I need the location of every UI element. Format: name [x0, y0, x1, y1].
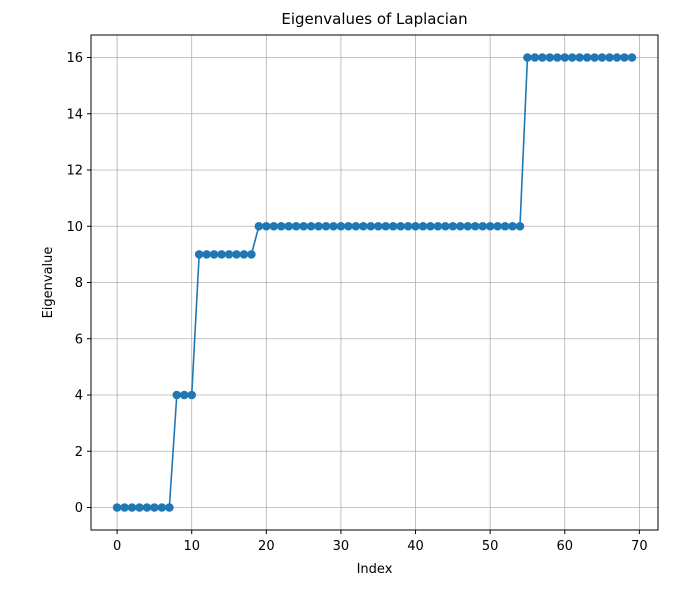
x-tick-label: 40 [407, 539, 424, 554]
data-point [523, 53, 532, 62]
data-point [620, 53, 629, 62]
data-point [120, 503, 129, 512]
data-point [194, 250, 204, 259]
x-tick-label: 20 [258, 539, 275, 554]
y-tick-label: 0 [75, 501, 83, 516]
data-point [306, 221, 316, 231]
data-point [627, 53, 637, 62]
data-point [403, 221, 413, 231]
data-point [605, 53, 614, 62]
y-tick-label: 8 [75, 276, 83, 291]
data-point [344, 221, 353, 231]
x-tick-label: 10 [183, 539, 200, 554]
ticks: 0 10 20 30 40 50 60 70 0 2 4 6 8 10 12 14 16 [66, 51, 647, 554]
data-point [560, 53, 570, 62]
data-point [485, 221, 495, 231]
data-point [254, 221, 264, 231]
data-point [612, 53, 622, 62]
data-point [418, 221, 428, 231]
data-point [314, 221, 323, 231]
data-point [135, 503, 144, 512]
x-tick-label: 50 [482, 539, 499, 554]
data-point [202, 250, 211, 259]
x-tick-label: 60 [556, 539, 573, 554]
data-point [478, 221, 487, 231]
data-point [470, 221, 480, 231]
data-point [433, 221, 443, 231]
data-point [284, 221, 294, 231]
data-point [582, 53, 592, 62]
x-tick-label: 30 [333, 539, 350, 554]
data-point [232, 250, 241, 259]
data-point [224, 250, 234, 259]
x-axis-label: Index [357, 562, 393, 577]
data-point [299, 221, 308, 231]
data-point [441, 221, 450, 231]
x-tick-label: 70 [631, 539, 648, 554]
data-point [500, 221, 510, 231]
y-axis-label: Eigenvalue [41, 247, 56, 319]
data-point [590, 53, 599, 62]
data-point [411, 221, 420, 231]
chart-title: Eigenvalues of Laplacian [281, 10, 467, 28]
y-tick-label: 14 [66, 107, 83, 122]
data-point [127, 503, 137, 512]
data-point [567, 53, 577, 62]
data-point [448, 221, 458, 231]
y-tick-label: 6 [75, 332, 83, 347]
y-tick-label: 10 [66, 220, 83, 235]
data-point [597, 53, 607, 62]
data-point [381, 221, 390, 231]
y-tick-label: 4 [75, 389, 83, 404]
data-point [239, 250, 249, 259]
data-point [530, 53, 540, 62]
y-tick-label: 16 [66, 51, 83, 66]
data-point [276, 221, 286, 231]
data-point [150, 503, 159, 512]
data-point [508, 221, 517, 231]
data-point [455, 221, 465, 231]
data-point [351, 221, 361, 231]
data-point [142, 503, 152, 512]
data-point [366, 221, 376, 231]
data-point [321, 221, 331, 231]
data-point [359, 221, 368, 231]
data-point [217, 250, 226, 259]
data-point [269, 221, 279, 231]
data-point [157, 503, 167, 512]
data-point [552, 53, 562, 62]
data-point [165, 503, 174, 512]
data-point [538, 53, 547, 62]
data-point [515, 221, 525, 231]
data-point [463, 221, 473, 231]
data-point [336, 221, 346, 231]
y-tick-label: 12 [66, 164, 83, 179]
y-tick-label: 2 [75, 445, 83, 460]
data-point [388, 221, 398, 231]
x-tick-label: 0 [113, 539, 121, 554]
data-point [247, 250, 256, 259]
data-point [493, 221, 502, 231]
data-point [545, 53, 555, 62]
data-point [426, 221, 435, 231]
data-point [179, 390, 189, 400]
data-point [209, 250, 219, 259]
data-point [396, 221, 405, 231]
data-point [575, 53, 584, 62]
data-point [172, 390, 182, 400]
data-point [329, 221, 338, 231]
data-point [291, 221, 301, 231]
series-layer [112, 53, 637, 512]
data-point [373, 221, 383, 231]
data-point [112, 503, 122, 512]
data-point [262, 221, 271, 231]
data-point [187, 390, 197, 400]
